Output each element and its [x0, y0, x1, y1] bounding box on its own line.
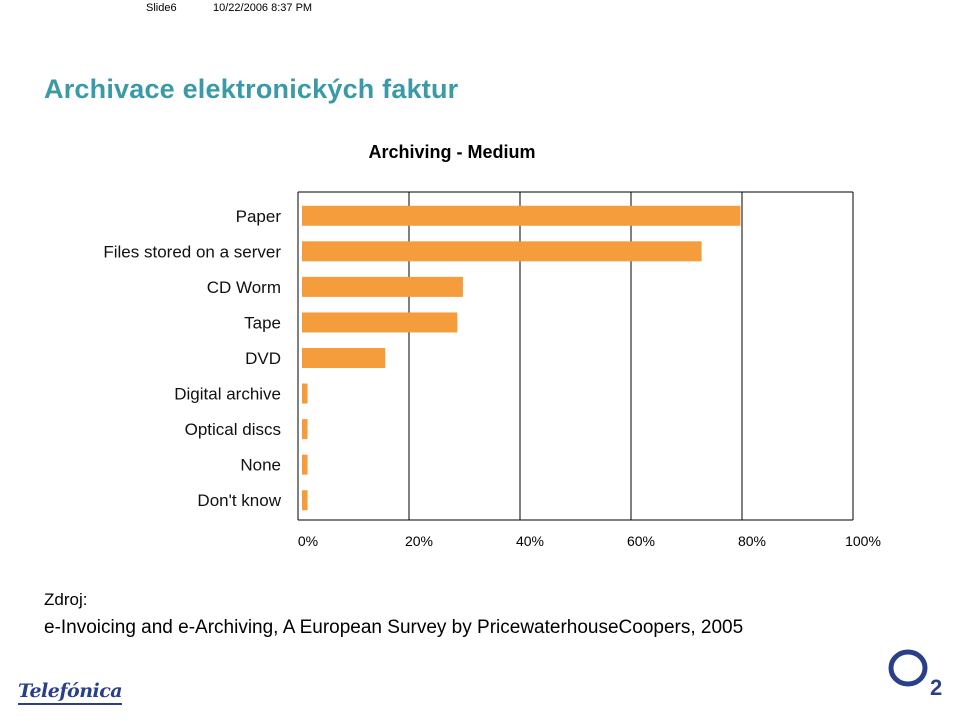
bar [302, 241, 702, 262]
bar [302, 276, 463, 297]
x-tick-label: 60% [627, 533, 655, 549]
bar [302, 419, 308, 440]
x-tick-label: 20% [405, 533, 433, 549]
x-tick-label: 40% [516, 533, 544, 549]
bar-chart: Archiving - Medium 0% 20% 40% 60% 80% 100% Pape… [103, 142, 881, 549]
x-tick-label: 100% [845, 533, 881, 549]
bar [302, 348, 386, 368]
source-label: Zdroj: [44, 590, 88, 609]
slide-number: Slide6 [146, 2, 177, 14]
bar [302, 205, 741, 226]
bar [302, 383, 308, 404]
chart-title: Archiving - Medium [368, 142, 535, 162]
bar [302, 454, 308, 475]
category-label: Digital archive [174, 385, 281, 404]
bar [302, 312, 458, 333]
category-label: Don't know [197, 491, 281, 510]
bar [302, 490, 308, 511]
svg-text:2: 2 [930, 675, 942, 700]
page-title: Archivace elektronických faktur [44, 74, 459, 104]
category-label: None [240, 456, 281, 475]
category-label: CD Worm [207, 278, 281, 297]
x-tick-label: 0% [298, 533, 318, 549]
telefonica-logo: Telefónica [18, 680, 123, 705]
category-label: Paper [236, 207, 282, 226]
source-citation: e-Invoicing and e-Archiving, A European … [44, 617, 744, 638]
category-label: Tape [244, 313, 281, 332]
x-tick-label: 80% [738, 533, 766, 549]
slide-datetime: 10/22/2006 8:37 PM [213, 2, 313, 14]
category-label: DVD [245, 349, 281, 368]
category-label: Files stored on a server [103, 242, 281, 261]
o2-logo: 2 [888, 649, 942, 700]
category-label: Optical discs [185, 420, 281, 439]
